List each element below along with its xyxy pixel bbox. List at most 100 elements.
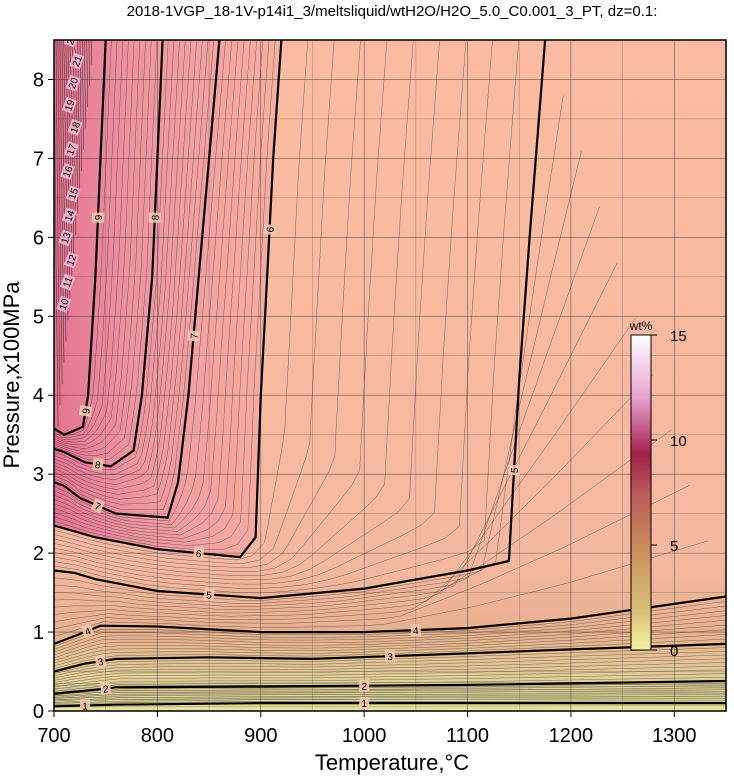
contour-line-7 (54, 40, 221, 519)
fine-contour (83, 40, 88, 108)
fine-contour (54, 40, 112, 437)
y-tick-label: 0 (33, 701, 44, 723)
fine-contour (54, 689, 726, 699)
contour-label-1: 1 (359, 697, 370, 710)
colorbar-tick-label: 10 (670, 433, 687, 450)
contour-label-text: 9 (94, 214, 105, 220)
fine-contour (54, 40, 197, 495)
x-tick-label: 1000 (342, 725, 387, 747)
fine-contour (54, 40, 152, 456)
contour-label-text: 5 (206, 590, 213, 601)
steep-label-13: 13 (58, 229, 74, 247)
contour-label-text: 6 (265, 226, 276, 233)
fine-contour (79, 40, 84, 150)
fine-contour (57, 40, 63, 385)
fine-contour (54, 40, 192, 490)
fine-contour (54, 40, 388, 572)
fine-contour (54, 40, 276, 550)
steep-label-12: 12 (63, 251, 79, 269)
steep-label-text: 10 (58, 297, 72, 312)
fine-contour (54, 40, 335, 565)
x-tick-label: 800 (141, 725, 174, 747)
fine-contour (54, 619, 726, 658)
fine-contour (54, 40, 209, 505)
contour-label-text: 2 (102, 684, 109, 696)
contour-label-text: 9 (81, 407, 93, 415)
x-tick-label: 1200 (549, 725, 594, 747)
fine-contour (54, 40, 226, 522)
steep-label-text: 18 (69, 120, 83, 135)
fine-contour (54, 665, 726, 686)
major-contour-lines (54, 40, 726, 708)
contour-label-4: 4 (80, 623, 95, 638)
fine-contour (54, 40, 493, 589)
fine-contour (54, 610, 726, 653)
fine-contour (54, 40, 146, 453)
fine-contour (54, 540, 708, 637)
fine-contour (54, 40, 141, 449)
colorbar-tick-label: 15 (670, 328, 687, 345)
contour-label-8: 8 (148, 212, 162, 223)
y-tick-label: 4 (33, 385, 44, 407)
fine-contour (54, 373, 654, 617)
steep-label-text: 19 (63, 98, 77, 113)
fine-contour (54, 705, 726, 708)
steep-label-text: 17 (65, 142, 79, 157)
colorbar-tick-label: 0 (670, 643, 678, 660)
contour-label-text: 4 (413, 626, 419, 637)
x-axis-label: Temperature,°C (315, 750, 469, 775)
fine-contour (54, 318, 636, 614)
y-tick-label: 1 (33, 622, 44, 644)
contour-label-5: 5 (203, 588, 215, 602)
contour-label-6: 6 (263, 224, 277, 235)
fine-contour (54, 695, 726, 698)
steep-label-text: 12 (65, 253, 79, 268)
contour-label-5: 5 (507, 464, 521, 476)
fine-contour (54, 40, 264, 543)
fine-contour (54, 40, 257, 539)
fine-contour (54, 605, 726, 650)
fine-contour (54, 40, 169, 471)
fine-contour (54, 40, 124, 440)
steep-label-22: 22 (63, 32, 79, 48)
contour-label-text: 7 (189, 332, 200, 339)
fine-contour (54, 40, 175, 475)
fine-contour (54, 40, 440, 581)
fine-contour (54, 429, 672, 623)
y-tick-label: 5 (33, 306, 44, 328)
fine-contour (77, 40, 82, 172)
fine-contour (54, 700, 726, 703)
y-tick-label: 7 (33, 148, 44, 170)
contour-label-6: 6 (193, 546, 205, 561)
steep-label-text: 16 (61, 164, 75, 179)
steep-label-text: 21 (71, 54, 85, 69)
fine-contour (54, 687, 726, 698)
colorbar-gradient (630, 334, 652, 651)
colorbar: wt% 0 5 10 15 (629, 319, 687, 660)
steep-label-text: 22 (65, 32, 79, 47)
steep-label-16: 16 (60, 163, 76, 181)
y-axis-label: Pressure,x100MPa (0, 281, 24, 469)
x-tick-label: 700 (37, 725, 70, 747)
y-tick-label: 8 (33, 69, 44, 91)
contour-labels: 1 1 2 2 3 3 4 4 5 5 6 6 7 7 8 8 9 9 (78, 212, 521, 712)
contour-label-text: 1 (82, 701, 88, 712)
y-tick-label: 2 (33, 543, 44, 565)
steep-label-18: 18 (67, 118, 83, 136)
contour-line-1 (54, 702, 726, 708)
chart-title: 2018-1VGP_18-1V-p14i1_3/meltsliquid/wtH2… (127, 3, 658, 20)
steep-label-11: 11 (60, 273, 76, 291)
contour-label-8: 8 (92, 457, 104, 472)
fine-contour (54, 40, 203, 500)
contour-label-text: 6 (195, 549, 202, 561)
contour-label-text: 7 (93, 501, 103, 513)
contour-label-7: 7 (90, 498, 105, 514)
contour-label-3: 3 (384, 649, 396, 663)
fine-contour (54, 40, 129, 443)
steep-label-text: 20 (67, 76, 81, 91)
fine-contour (54, 669, 726, 688)
contour-label-7: 7 (187, 330, 201, 342)
fine-contour (54, 658, 726, 681)
